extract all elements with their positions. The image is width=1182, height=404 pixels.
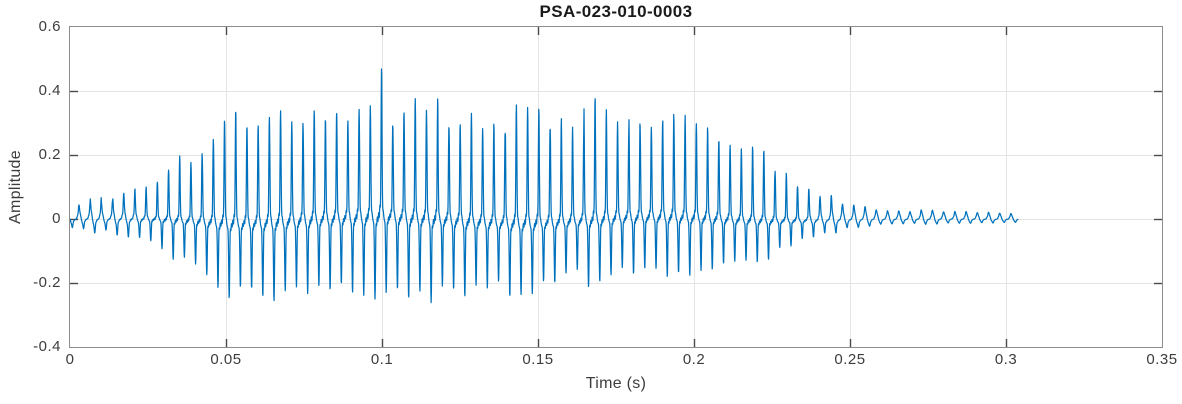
x-tick-label: 0.05 bbox=[210, 351, 242, 368]
x-tick-label: 0.35 bbox=[1146, 351, 1178, 368]
x-tick-label: 0.25 bbox=[834, 351, 866, 368]
y-tick-label: 0.6 bbox=[38, 18, 61, 35]
y-tick-label: 0.4 bbox=[38, 82, 61, 99]
plot-area bbox=[69, 26, 1163, 348]
y-tick-label: -0.4 bbox=[33, 338, 61, 355]
x-tick-label: 0.2 bbox=[682, 351, 706, 368]
x-tick-label: 0.1 bbox=[370, 351, 394, 368]
y-tick-label: 0 bbox=[52, 210, 61, 227]
chart-title: PSA-023-010-0003 bbox=[539, 2, 693, 21]
x-tick-label: 0 bbox=[65, 351, 75, 368]
y-tick-label: 0.2 bbox=[38, 146, 61, 163]
x-axis-label: Time (s) bbox=[585, 375, 647, 392]
x-tick-label: 0.15 bbox=[522, 351, 554, 368]
y-axis-label: Amplitude bbox=[7, 150, 24, 224]
y-tick-label: -0.2 bbox=[33, 274, 61, 291]
waveform-canvas bbox=[70, 27, 1162, 347]
x-tick-label: 0.3 bbox=[994, 351, 1018, 368]
